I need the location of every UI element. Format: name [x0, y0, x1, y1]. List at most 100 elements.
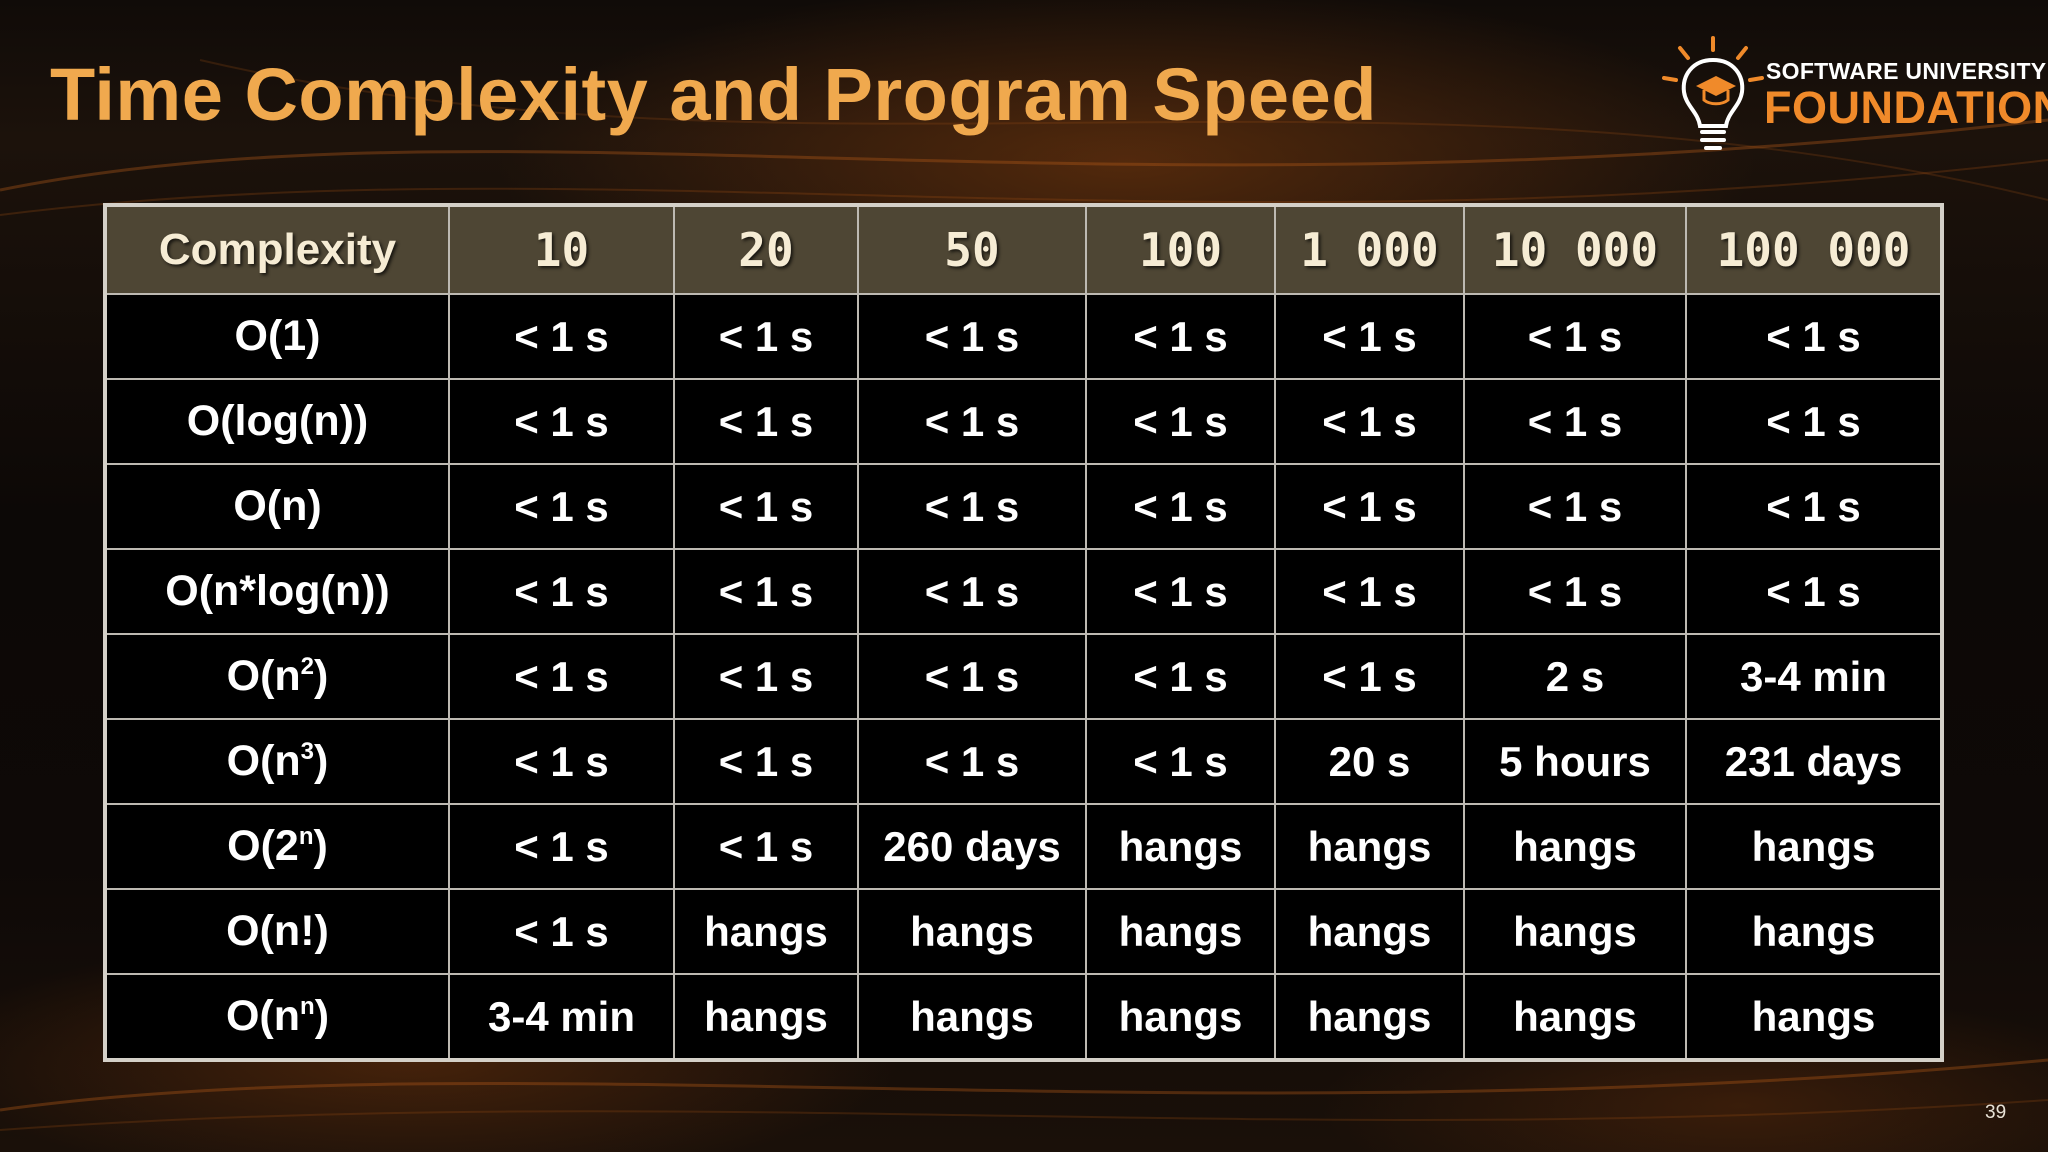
complexity-cell: O(log(n)): [104, 378, 450, 465]
page-number: 39: [1985, 1102, 2007, 1123]
time-cell: < 1 s: [1463, 378, 1687, 465]
time-cell: < 1 s: [673, 803, 859, 890]
complexity-base: O(n!): [226, 907, 329, 955]
complexity-base: O(n: [226, 652, 301, 700]
header-n-10000: 10 000: [1463, 204, 1687, 295]
table-row: O(2n) < 1 s < 1 s 260 days hangs hangs hangs ha…: [104, 803, 1943, 890]
logo-text-line1: SOFTWARE UNIVERSITY: [1766, 58, 2047, 84]
complexity-exponent: 2: [300, 653, 315, 680]
time-cell: < 1 s: [1685, 548, 1943, 635]
time-cell: < 1 s: [448, 803, 675, 890]
time-cell: < 1 s: [673, 718, 859, 805]
time-cell: < 1 s: [673, 463, 859, 550]
time-cell: hangs: [673, 973, 859, 1061]
time-cell: < 1 s: [1463, 463, 1687, 550]
time-cell: hangs: [857, 973, 1087, 1061]
time-cell: 260 days: [857, 803, 1087, 890]
complexity-exponent: n: [300, 993, 315, 1020]
header-n-1000: 1 000: [1274, 204, 1465, 295]
complexity-base: O(log(n)): [186, 397, 369, 445]
logo-text-line2: FOUNDATION: [1764, 82, 2048, 133]
time-cell: hangs: [1463, 803, 1687, 890]
complexity-base: O(n: [225, 992, 301, 1040]
time-cell: < 1 s: [448, 548, 675, 635]
header-n-50: 50: [857, 204, 1087, 295]
time-cell: < 1 s: [1085, 548, 1276, 635]
table-row: O(n*log(n)) < 1 s < 1 s < 1 s < 1 s < 1 s < 1 …: [104, 548, 1943, 635]
time-cell: < 1 s: [448, 888, 675, 975]
table-row: O(n) < 1 s < 1 s < 1 s < 1 s < 1 s < 1 s < 1 s: [104, 463, 1943, 550]
time-cell: hangs: [673, 888, 859, 975]
complexity-tail: ): [314, 652, 329, 700]
complexity-cell: O(nn): [104, 973, 450, 1061]
time-cell: hangs: [1463, 888, 1687, 975]
time-cell: < 1 s: [1463, 548, 1687, 635]
time-cell: hangs: [1085, 888, 1276, 975]
time-cell: hangs: [1085, 973, 1276, 1061]
complexity-base: O(n*log(n)): [165, 567, 390, 615]
time-cell: < 1 s: [448, 718, 675, 805]
complexity-exponent: n: [298, 823, 314, 850]
time-cell: hangs: [1463, 973, 1687, 1061]
time-cell: < 1 s: [1274, 378, 1465, 465]
time-cell: 3-4 min: [1685, 633, 1943, 720]
complexity-cell: O(2n): [104, 803, 450, 890]
header-n-10: 10: [448, 204, 675, 295]
time-cell: 3-4 min: [448, 973, 675, 1061]
complexity-tail: ): [314, 992, 330, 1040]
time-cell: < 1 s: [448, 293, 675, 380]
time-cell: hangs: [1274, 888, 1465, 975]
time-cell: < 1 s: [1085, 378, 1276, 465]
header-complexity: Complexity: [104, 204, 450, 295]
time-cell: < 1 s: [673, 293, 859, 380]
complexity-table: Complexity 10 20 50 100 1 000 10 000 100…: [103, 203, 1944, 1062]
time-cell: < 1 s: [1085, 633, 1276, 720]
header-n-100000: 100 000: [1685, 204, 1943, 295]
time-cell: < 1 s: [857, 718, 1087, 805]
time-cell: < 1 s: [1085, 293, 1276, 380]
time-cell: < 1 s: [1085, 463, 1276, 550]
header-n-20: 20: [673, 204, 859, 295]
complexity-tail: ): [314, 737, 329, 785]
complexity-cell: O(n): [104, 463, 450, 550]
time-cell: < 1 s: [1085, 718, 1276, 805]
time-cell: < 1 s: [1685, 463, 1943, 550]
time-cell: < 1 s: [448, 378, 675, 465]
time-cell: hangs: [1685, 888, 1943, 975]
table-row: O(n!) < 1 s hangs hangs hangs hangs hangs hangs: [104, 888, 1943, 975]
time-cell: 2 s: [1463, 633, 1687, 720]
complexity-cell: O(n*log(n)): [104, 548, 450, 635]
time-cell: < 1 s: [857, 293, 1087, 380]
time-cell: < 1 s: [673, 548, 859, 635]
time-cell: < 1 s: [448, 633, 675, 720]
complexity-base: O(n): [233, 482, 322, 530]
complexity-cell: O(n!): [104, 888, 450, 975]
time-cell: < 1 s: [857, 633, 1087, 720]
time-cell: 20 s: [1274, 718, 1465, 805]
time-cell: hangs: [857, 888, 1087, 975]
time-cell: hangs: [1685, 803, 1943, 890]
complexity-cell: O(n3): [104, 718, 450, 805]
time-cell: < 1 s: [1274, 633, 1465, 720]
table-row: O(nn) 3-4 min hangs hangs hangs hangs hangs han…: [104, 973, 1943, 1061]
time-cell: < 1 s: [1685, 293, 1943, 380]
time-cell: hangs: [1274, 973, 1465, 1061]
header-n-100: 100: [1085, 204, 1276, 295]
complexity-base: O(n: [226, 737, 301, 785]
complexity-exponent: 3: [300, 738, 315, 765]
time-cell: < 1 s: [857, 463, 1087, 550]
time-cell: < 1 s: [857, 548, 1087, 635]
lightbulb-graduation-cap-icon: [1662, 36, 1764, 150]
time-cell: hangs: [1685, 973, 1943, 1061]
time-cell: < 1 s: [673, 633, 859, 720]
time-cell: < 1 s: [448, 463, 675, 550]
time-cell: hangs: [1085, 803, 1276, 890]
slide-title: Time Complexity and Program Speed: [50, 53, 1377, 136]
complexity-cell: O(n2): [104, 633, 450, 720]
complexity-base: O(2: [227, 822, 299, 870]
time-cell: < 1 s: [1274, 548, 1465, 635]
complexity-cell: O(1): [104, 293, 450, 380]
